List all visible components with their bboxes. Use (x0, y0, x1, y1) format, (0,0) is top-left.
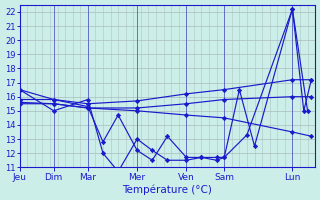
X-axis label: Température (°C): Température (°C) (123, 185, 212, 195)
